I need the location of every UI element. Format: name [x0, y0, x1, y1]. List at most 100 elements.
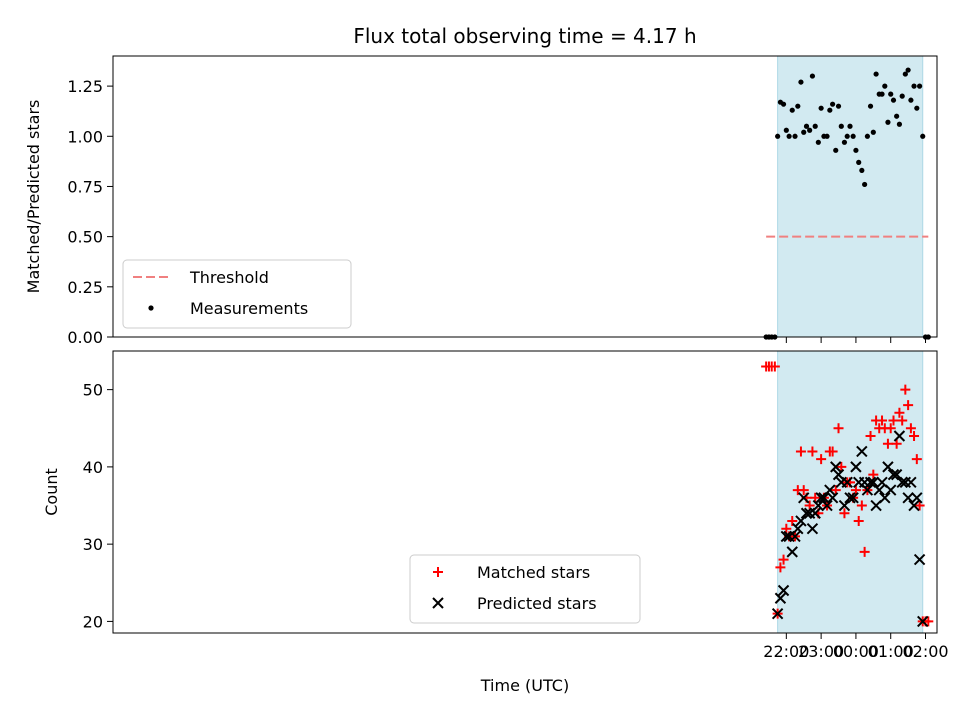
y-axis-label: Matched/Predicted stars — [24, 100, 43, 294]
measurements-point — [882, 83, 888, 89]
y-tick-label: 0.25 — [67, 278, 103, 297]
y-tick-label: 1.00 — [67, 127, 103, 146]
matched-stars-point — [885, 423, 896, 434]
measurements-point — [844, 133, 850, 139]
chart-title: Flux total observing time = 4.17 h — [353, 24, 696, 48]
y-tick-label: 30 — [83, 535, 103, 554]
predicted-stars-point — [873, 484, 885, 496]
matched-stars-point — [897, 415, 908, 426]
predicted-stars-point — [809, 507, 821, 519]
predicted-stars-point — [826, 492, 839, 504]
legend-label: Matched stars — [477, 563, 590, 582]
predicted-stars-point — [789, 530, 801, 543]
predicted-stars-point — [908, 499, 920, 512]
predicted-stars-point — [812, 499, 825, 512]
matched-stars-point — [859, 546, 870, 557]
predicted-stars-point — [885, 484, 897, 496]
measurements-point — [783, 127, 789, 133]
predicted-stars-point — [911, 492, 923, 504]
predicted-stars-point — [841, 476, 853, 489]
predicted-stars-point — [818, 492, 830, 504]
matched-stars-point — [833, 423, 844, 434]
legend-label: Threshold — [189, 268, 269, 287]
predicted-stars-point — [847, 492, 859, 504]
matched-stars-point — [888, 415, 899, 426]
matched-stars-point — [850, 485, 861, 496]
y-tick-label: 50 — [83, 381, 103, 400]
predicted-stars-point — [798, 492, 810, 504]
measurements-point — [809, 73, 816, 79]
predicted-stars-point — [824, 484, 836, 496]
matched-stars-point — [816, 454, 827, 465]
measurements-point — [902, 71, 908, 77]
measurements-point — [786, 133, 792, 139]
measurements-point — [890, 97, 897, 103]
matched-stars-point — [856, 500, 867, 511]
y-axis-label: Count — [42, 468, 61, 516]
matched-stars-point — [903, 400, 914, 411]
matched-stars-point — [781, 523, 792, 534]
measurements-point — [795, 103, 801, 109]
matched-stars-point — [795, 446, 806, 457]
measurements-point — [862, 181, 868, 188]
measurements-point — [798, 79, 804, 85]
matched-stars-point — [894, 407, 905, 418]
matched-stars-point — [836, 461, 847, 472]
measurements-point — [807, 127, 813, 133]
legend-predicted-swatch — [432, 597, 444, 609]
predicted-stars-point — [893, 430, 906, 442]
matched-stars-point — [882, 438, 893, 449]
matched-stars-point — [868, 469, 879, 480]
measurements-point — [873, 71, 879, 77]
measurements-point — [815, 139, 821, 145]
y-tick-label: 20 — [83, 612, 103, 631]
y-tick-label: 0.50 — [67, 228, 103, 247]
predicted-stars-point — [771, 607, 784, 620]
predicted-stars-point — [896, 476, 908, 489]
measurements-point — [914, 105, 920, 111]
measurements-point — [867, 103, 874, 109]
x-tick-label: 00:00 — [833, 642, 879, 661]
measurements-point — [827, 107, 833, 113]
predicted-stars-point — [917, 615, 929, 628]
measurements-point — [792, 133, 798, 139]
measurements-point — [841, 139, 848, 145]
measurements-point — [850, 133, 856, 139]
measurements-point — [920, 133, 926, 139]
predicted-stars-point — [844, 492, 856, 504]
measurements-point — [911, 83, 917, 89]
y-tick-label: 0.00 — [67, 328, 103, 347]
measurements-point — [864, 133, 871, 139]
legend-box — [122, 259, 352, 329]
matched-stars-point — [798, 485, 809, 496]
measurements-point — [853, 147, 859, 153]
matched-stars-point — [865, 430, 876, 441]
matched-stars-point — [923, 616, 934, 627]
predicted-stars-point — [902, 492, 914, 504]
predicted-stars-point — [786, 546, 798, 558]
measurements-point — [818, 105, 824, 111]
axes-frame — [112, 350, 938, 634]
matched-stars-point — [911, 454, 922, 465]
measurements-point — [775, 133, 781, 139]
predicted-stars-point — [861, 484, 874, 496]
predicted-stars-point — [792, 522, 804, 535]
y-tick-label: 40 — [83, 458, 103, 477]
measurements-point — [833, 147, 839, 153]
measurements-point — [908, 97, 914, 103]
measurements-point — [879, 91, 885, 97]
measurements-point — [830, 101, 836, 107]
ratio-panel: 0.00 0.25 0.50 0.75 1.00 1.25 Matched/Predicte… — [24, 55, 938, 347]
measurements-point — [917, 83, 923, 89]
measurements-point — [780, 101, 787, 107]
legend-matched-swatch — [433, 567, 443, 577]
predicted-stars-point — [905, 476, 917, 489]
measurements-point — [801, 129, 807, 135]
matched-stars-point — [909, 430, 920, 441]
measurements-point — [859, 167, 865, 174]
measurements-point — [838, 123, 844, 129]
measurements-point — [824, 133, 830, 139]
predicted-stars-point — [867, 476, 880, 489]
measurements-point — [870, 129, 876, 135]
